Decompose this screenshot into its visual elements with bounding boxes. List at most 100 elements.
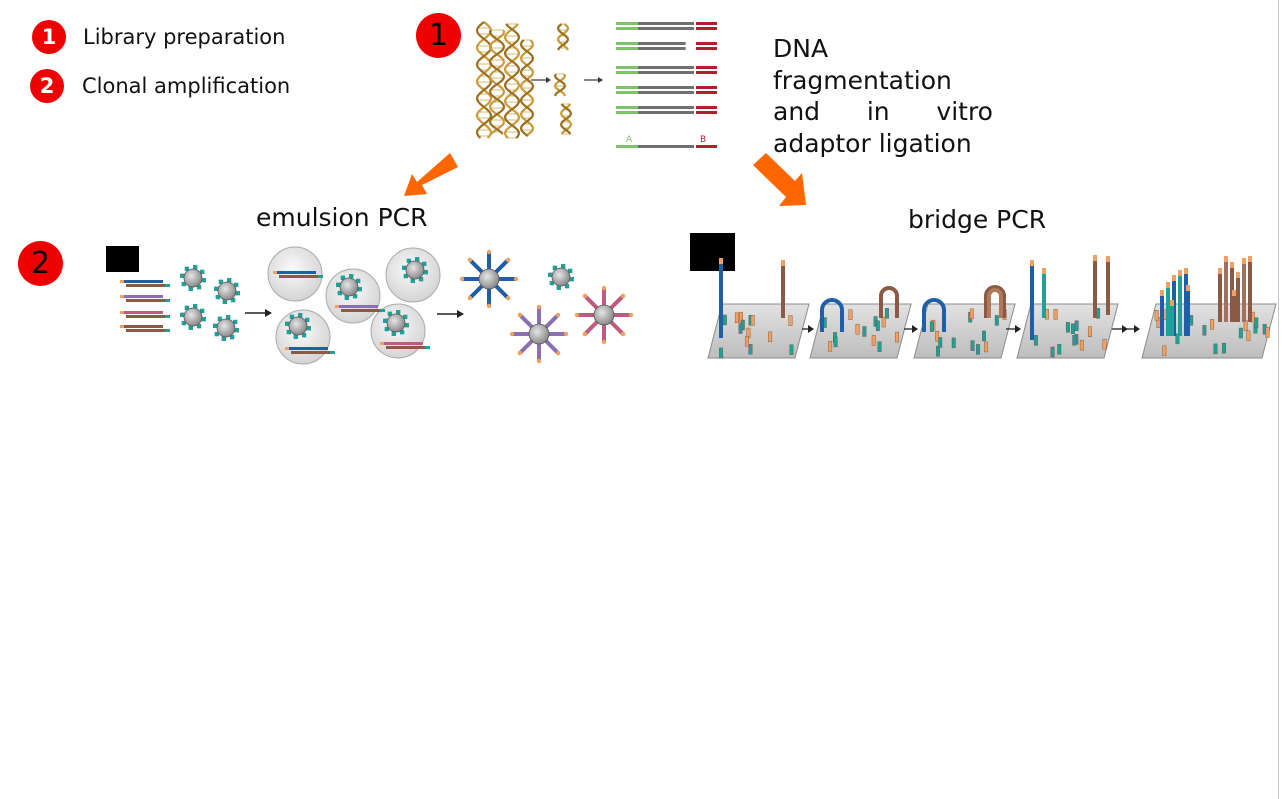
amplified-strand — [544, 339, 560, 355]
bridge-strand — [1160, 290, 1164, 336]
strand-end — [1178, 270, 1182, 276]
strand-end — [1186, 285, 1190, 291]
bead-primer — [391, 331, 397, 336]
bridge-strand — [781, 260, 785, 318]
step-2-badge: 2 — [18, 241, 63, 286]
bead — [214, 278, 240, 304]
bead-primer — [229, 334, 235, 340]
template-strand — [126, 329, 166, 332]
bead-primer — [552, 265, 558, 271]
template-end — [425, 346, 430, 349]
surface-primer — [938, 337, 943, 348]
adapter-b — [696, 66, 717, 69]
bead-primer — [414, 257, 420, 262]
amplified-strand — [494, 258, 510, 274]
template-end — [165, 329, 170, 332]
adapter-b — [696, 106, 717, 109]
template-strand — [288, 347, 328, 350]
strand-end — [1218, 268, 1222, 274]
strand-end — [467, 257, 473, 263]
helix-strand — [559, 103, 573, 135]
bead-primer — [567, 268, 573, 274]
template-strand — [386, 346, 426, 349]
surface-primer — [929, 321, 934, 332]
amplified-strand — [518, 313, 534, 329]
legend-item-clonal-amplification: 2 Clonal amplification — [30, 69, 290, 103]
bead-primer — [402, 265, 407, 271]
surface-primer — [1033, 335, 1038, 346]
template-end — [285, 347, 289, 350]
template-end — [330, 351, 335, 354]
template-strand — [126, 284, 166, 287]
strand-end — [601, 285, 607, 291]
bead — [180, 265, 206, 291]
adapter-label-b: B — [700, 135, 706, 145]
amplified-strand — [518, 339, 534, 355]
template-strand — [383, 342, 423, 345]
surface-primer — [871, 335, 876, 346]
bead-primer — [301, 332, 307, 338]
bead-primer — [355, 278, 361, 284]
emulsion-arrow-head — [265, 309, 272, 317]
surface-primer — [1175, 333, 1180, 345]
adapter-b — [696, 47, 717, 50]
caption-line-dna: DNA — [773, 34, 829, 63]
bead — [548, 264, 574, 290]
adapter-b — [696, 111, 717, 114]
dna-fragment-helix — [559, 103, 573, 135]
bead-primer — [180, 312, 185, 318]
bead-core — [386, 313, 406, 333]
amplified-strand — [468, 258, 484, 274]
adapter-a — [616, 71, 638, 74]
dna-template — [380, 342, 430, 349]
strand-end — [1160, 290, 1164, 296]
bead-primer — [230, 297, 236, 303]
bead-core — [478, 268, 500, 290]
adapter-b — [696, 27, 717, 30]
caption-line-and-in-vitro: and in vitro — [773, 97, 993, 126]
surface-primer — [875, 320, 880, 331]
bead — [336, 274, 362, 300]
strand-end — [1236, 272, 1240, 278]
helix-strand — [503, 23, 521, 139]
bridge-arch — [987, 288, 1003, 318]
surface-primer — [1246, 330, 1251, 342]
surface-primer — [1065, 322, 1070, 333]
dna-template — [335, 305, 385, 312]
helix-strand — [488, 29, 506, 135]
surface-primer — [936, 345, 940, 357]
helix-strand — [556, 23, 570, 51]
surface-primer — [1202, 325, 1207, 336]
surface-primer — [1210, 319, 1215, 330]
dna-helix — [503, 23, 521, 139]
bead-core — [288, 316, 308, 336]
template-strand — [341, 309, 381, 312]
bead-core — [551, 267, 571, 287]
adapter-a — [616, 106, 638, 109]
strand-end — [1232, 290, 1236, 296]
template-end — [165, 299, 170, 302]
bridge-strand — [1224, 256, 1228, 322]
bead-primer — [399, 329, 405, 335]
bead-primer — [387, 311, 393, 317]
bead-primer — [218, 279, 224, 285]
template-strand — [126, 315, 166, 318]
bridge-strand — [1248, 256, 1252, 322]
emulsion-pcr-title: emulsion PCR — [256, 203, 428, 232]
template-strand — [123, 295, 163, 298]
bead-primer — [344, 295, 350, 300]
bead-primer — [418, 276, 424, 282]
strand-end — [536, 358, 542, 364]
strand-end — [486, 249, 492, 255]
bead-primer — [201, 277, 206, 283]
surface-primer — [881, 316, 886, 328]
bead-primer — [352, 293, 358, 299]
caption-line-fragmentation: fragmentation — [773, 65, 952, 95]
bead-primer — [337, 290, 343, 296]
surface-primer — [935, 330, 940, 342]
strand-end — [781, 260, 785, 266]
bead — [285, 313, 311, 339]
template-end — [165, 284, 170, 287]
bead-primer — [357, 286, 362, 292]
strand-end — [517, 312, 523, 318]
